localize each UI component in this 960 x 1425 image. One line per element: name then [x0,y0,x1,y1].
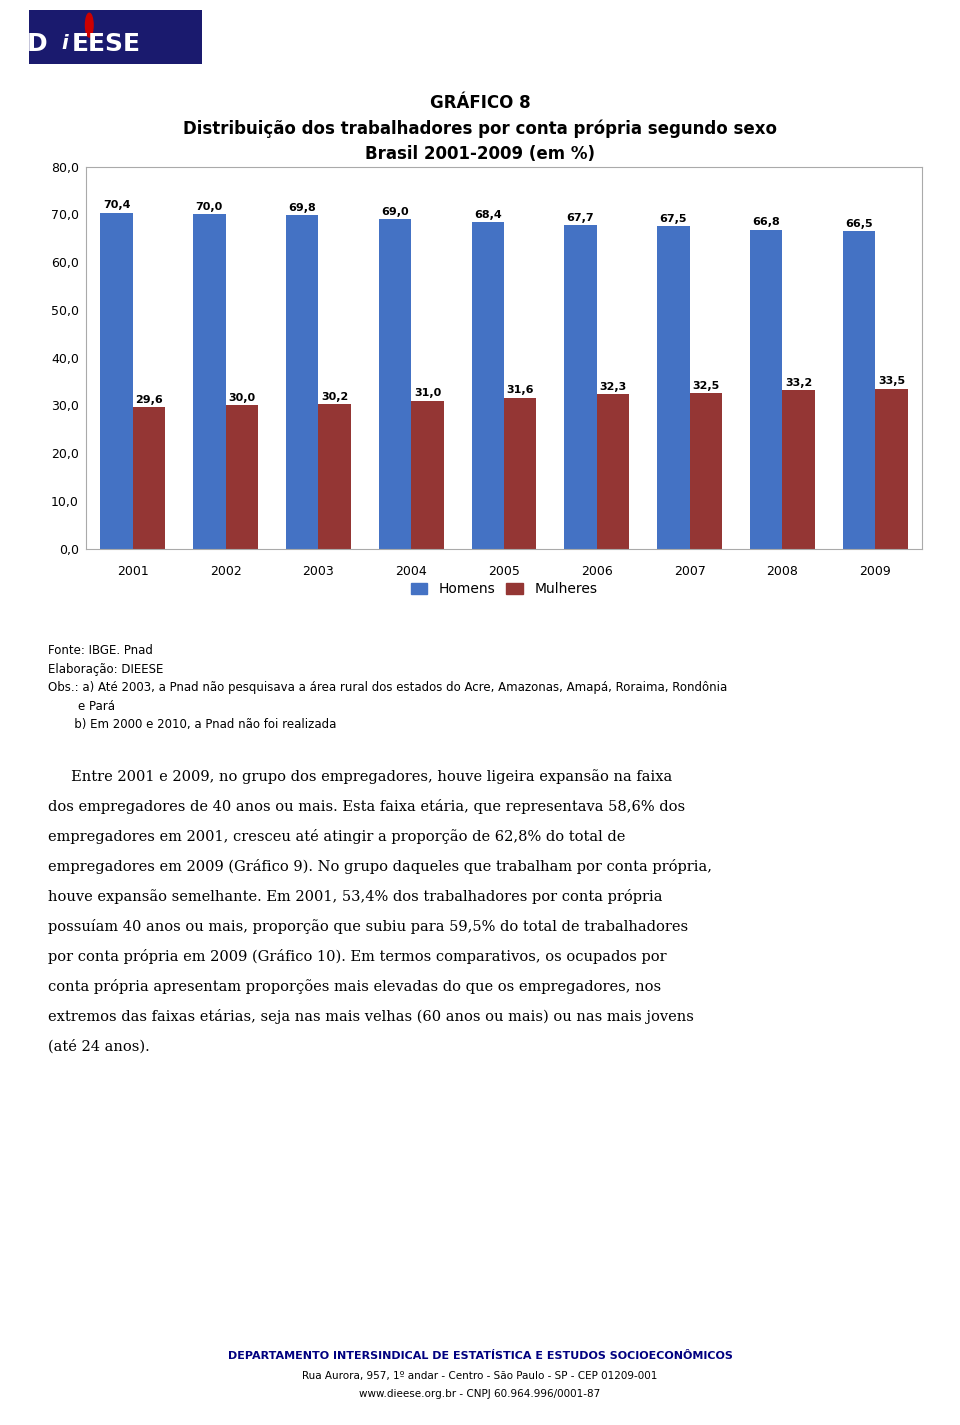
Text: Elaboração: DIEESE: Elaboração: DIEESE [48,663,163,675]
Text: GRÁFICO 8: GRÁFICO 8 [430,94,530,113]
Text: 31,6: 31,6 [507,385,534,395]
Text: 32,5: 32,5 [692,380,719,390]
Bar [286,215,319,549]
Text: e Pará: e Pará [48,700,115,712]
Text: Obs.: a) Até 2003, a Pnad não pesquisava a área rural dos estados do Acre, Amazo: Obs.: a) Até 2003, a Pnad não pesquisava… [48,681,728,694]
Text: EESE: EESE [72,31,141,56]
Text: 31,0: 31,0 [414,388,441,398]
Text: 67,7: 67,7 [566,214,594,224]
Text: 67,5: 67,5 [660,214,687,224]
Text: b) Em 2000 e 2010, a Pnad não foi realizada: b) Em 2000 e 2010, a Pnad não foi realiz… [48,718,336,731]
Bar [100,212,132,549]
Text: 69,0: 69,0 [381,207,409,217]
Bar [689,393,722,549]
Bar [564,225,597,549]
Text: Brasil 2001-2009 (em %): Brasil 2001-2009 (em %) [365,145,595,164]
Text: houve expansão semelhante. Em 2001, 53,4% dos trabalhadores por conta própria: houve expansão semelhante. Em 2001, 53,4… [48,889,662,905]
Text: 30,2: 30,2 [321,392,348,402]
Text: extremos das faixas etárias, seja nas mais velhas (60 anos ou mais) ou nas mais : extremos das faixas etárias, seja nas ma… [48,1009,694,1025]
Text: 33,2: 33,2 [785,378,812,388]
Text: 66,8: 66,8 [753,218,780,228]
Bar [876,389,907,549]
Text: i: i [61,34,68,53]
Text: conta própria apresentam proporções mais elevadas do que os empregadores, nos: conta própria apresentam proporções mais… [48,979,661,995]
Text: 29,6: 29,6 [135,395,163,405]
Text: 32,3: 32,3 [599,382,627,392]
Text: por conta própria em 2009 (Gráfico 10). Em termos comparativos, os ocupados por: por conta própria em 2009 (Gráfico 10). … [48,949,666,965]
Bar [597,395,629,549]
Bar [750,229,782,549]
Text: empregadores em 2001, cresceu até atingir a proporção de 62,8% do total de: empregadores em 2001, cresceu até atingi… [48,829,625,845]
Text: Entre 2001 e 2009, no grupo dos empregadores, houve ligeira expansão na faixa: Entre 2001 e 2009, no grupo dos empregad… [48,770,672,784]
Text: Fonte: IBGE. Pnad: Fonte: IBGE. Pnad [48,644,153,657]
Circle shape [85,13,93,37]
Text: 70,0: 70,0 [196,202,223,212]
Legend: Homens, Mulheres: Homens, Mulheres [407,579,601,600]
Bar [132,408,165,549]
Bar [782,390,815,549]
Text: DEPARTAMENTO INTERSINDICAL DE ESTATÍSTICA E ESTUDOS SOCIOECONÔMICOS: DEPARTAMENTO INTERSINDICAL DE ESTATÍSTIC… [228,1351,732,1361]
Bar [193,214,226,549]
Text: 68,4: 68,4 [474,209,502,219]
Bar [504,398,537,549]
Text: 69,8: 69,8 [288,202,316,212]
Text: www.dieese.org.br - CNPJ 60.964.996/0001-87: www.dieese.org.br - CNPJ 60.964.996/0001… [359,1389,601,1399]
Bar [378,219,411,549]
Bar [657,227,689,549]
Bar [411,400,444,549]
Text: 70,4: 70,4 [103,200,131,209]
Text: Rua Aurora, 957, 1º andar - Centro - São Paulo - SP - CEP 01209-001: Rua Aurora, 957, 1º andar - Centro - São… [302,1371,658,1381]
Text: dos empregadores de 40 anos ou mais. Esta faixa etária, que representava 58,6% d: dos empregadores de 40 anos ou mais. Est… [48,799,685,815]
Text: 33,5: 33,5 [877,376,905,386]
Bar [843,231,876,549]
Bar [471,222,504,549]
Bar [319,405,350,549]
Text: Distribuição dos trabalhadores por conta própria segundo sexo: Distribuição dos trabalhadores por conta… [183,120,777,138]
Text: (até 24 anos).: (até 24 anos). [48,1039,150,1053]
Text: possuíam 40 anos ou mais, proporção que subiu para 59,5% do total de trabalhador: possuíam 40 anos ou mais, proporção que … [48,919,688,935]
Text: D: D [27,31,48,56]
Text: 30,0: 30,0 [228,393,255,403]
Text: 66,5: 66,5 [845,219,873,229]
Text: empregadores em 2009 (Gráfico 9). No grupo daqueles que trabalham por conta próp: empregadores em 2009 (Gráfico 9). No gru… [48,859,712,875]
Bar [226,405,258,549]
